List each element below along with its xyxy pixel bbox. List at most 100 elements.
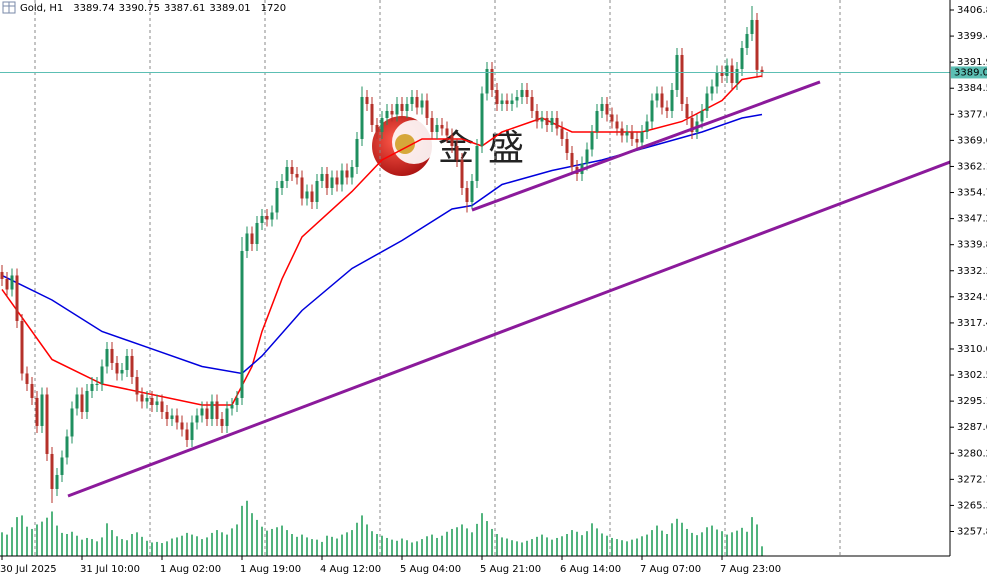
candle-body (330, 177, 334, 188)
volume-bar (16, 517, 18, 556)
volume-bar (391, 539, 393, 556)
volume-bar (726, 534, 728, 556)
x-tick-label: 5 Aug 21:00 (480, 564, 541, 575)
volume-bar (731, 532, 733, 556)
candle-body (80, 394, 84, 412)
candle-body (530, 96, 534, 111)
volume-bar (496, 534, 498, 556)
candle-body (210, 401, 214, 419)
candle-body (440, 124, 444, 129)
candle-body (280, 180, 284, 188)
y-tick-label: 3287.65 (957, 422, 987, 433)
candle-body (380, 117, 384, 132)
y-tick-label: 3332.35 (957, 266, 987, 277)
candle-body (240, 250, 244, 398)
volume-bar (126, 540, 128, 556)
volume-bar (416, 541, 418, 556)
volume-bar (66, 534, 68, 556)
candle-body (310, 191, 314, 202)
candle-body (525, 89, 529, 97)
candle-body (195, 415, 199, 423)
candle-body (395, 103, 399, 115)
candle-body (70, 408, 74, 437)
volume-bar (436, 537, 438, 556)
candle-body (410, 96, 414, 104)
y-tick-label: 3399.40 (957, 31, 987, 42)
volume-bar (601, 533, 603, 556)
header: Gold, H1 3389.74 3390.75 3387.61 3389.01 1720 (20, 3, 286, 14)
candle-body (620, 128, 624, 136)
volume-bar (176, 537, 178, 556)
candle-body (230, 404, 234, 409)
last-open: 3389.74 (73, 3, 114, 14)
candle-body (470, 180, 474, 202)
volume-bar (151, 542, 153, 556)
y-tick-label: 3257.85 (957, 527, 987, 538)
price-label: 3389.01 (954, 67, 987, 78)
volume-bar (306, 537, 308, 556)
candle-body (735, 68, 739, 83)
candle-body (485, 68, 489, 94)
volume-bar (406, 540, 408, 556)
volume-bar (321, 541, 323, 556)
candle-body (615, 121, 619, 129)
candle-body (415, 96, 419, 108)
candle-body (40, 394, 44, 426)
volume-bar (31, 528, 33, 556)
candle-body (400, 103, 404, 111)
candle-body (90, 383, 94, 391)
candle-body (520, 89, 524, 97)
symbol-icon (2, 1, 16, 14)
candle-body (110, 348, 114, 363)
candle-body (120, 369, 124, 374)
volume-bar (116, 536, 118, 556)
candle-body (425, 100, 429, 118)
volume-bar (81, 539, 83, 556)
candle-body (680, 54, 684, 104)
volume-bar (441, 535, 443, 556)
volume-bar (311, 539, 313, 556)
x-tick-label: 4 Aug 12:00 (320, 564, 381, 575)
volume-bar (41, 521, 43, 556)
volume-bar (396, 540, 398, 556)
candle-body (690, 117, 694, 132)
candle-body (700, 110, 704, 122)
volume-bar (366, 524, 368, 556)
volume-bar (371, 531, 373, 556)
candle-body (570, 152, 574, 167)
volume-bar (566, 534, 568, 556)
candle-body (20, 320, 24, 374)
candle-body (480, 93, 484, 146)
candle-body (185, 429, 189, 440)
volume-bar (596, 528, 598, 556)
candle-body (625, 131, 629, 136)
volume-bar (286, 530, 288, 556)
volume-bar (721, 531, 723, 556)
candle-body (270, 212, 274, 220)
candle-body (650, 100, 654, 122)
volume-bar (21, 515, 23, 556)
y-tick-label: 3347.25 (957, 214, 987, 225)
candle-body (565, 138, 569, 153)
y-tick-label: 3339.80 (957, 240, 987, 251)
candle-body (365, 96, 369, 104)
candle-body (460, 159, 464, 188)
symbol-title: Gold, H1 (20, 3, 63, 14)
candle-body (660, 93, 664, 108)
candle-body (165, 411, 169, 419)
candle-body (245, 233, 249, 251)
candle-body (130, 355, 134, 377)
candle-body (445, 128, 449, 136)
volume-bar (521, 542, 523, 556)
candle-body (290, 166, 294, 174)
volume-bar (471, 532, 473, 556)
volume-bar (276, 527, 278, 556)
candle-body (715, 72, 719, 87)
candle-body (225, 408, 229, 426)
candle-body (155, 401, 159, 405)
volume-bar (661, 530, 663, 556)
volume-bar (376, 534, 378, 556)
candle-body (555, 117, 559, 129)
volume-bar (626, 541, 628, 556)
